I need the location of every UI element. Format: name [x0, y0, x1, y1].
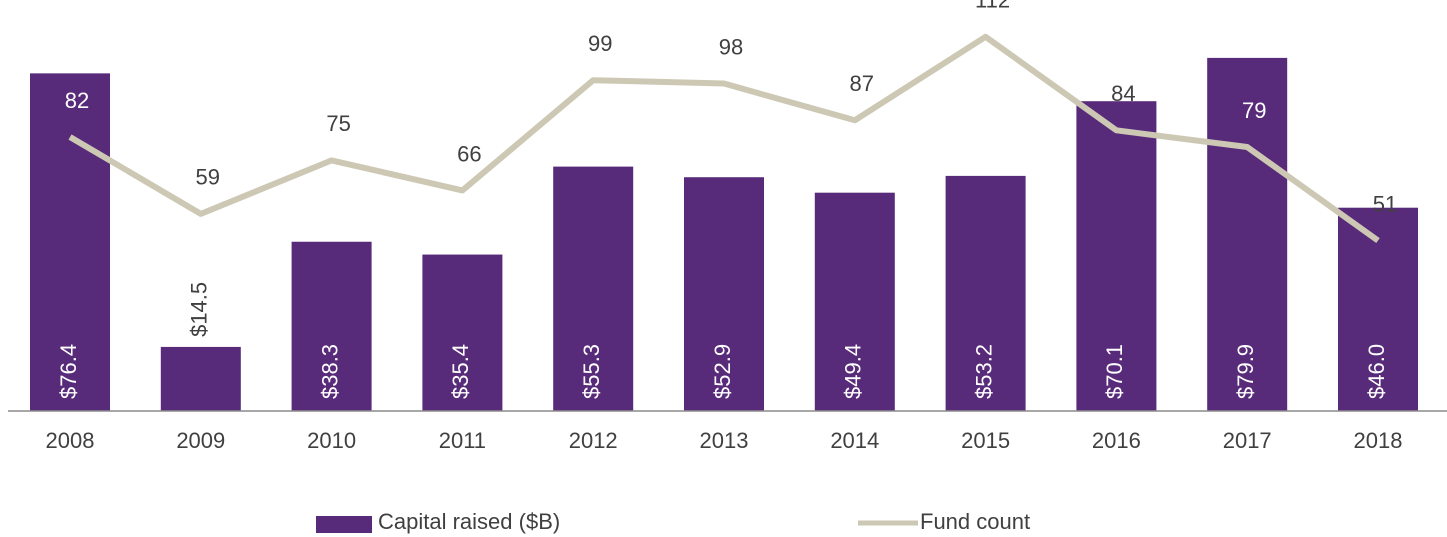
x-tick-label: 2010	[307, 428, 356, 453]
x-tick-label: 2012	[569, 428, 618, 453]
line-label: 66	[457, 141, 481, 166]
bar	[945, 175, 1026, 411]
bar	[1076, 101, 1157, 412]
line-label: 51	[1373, 191, 1397, 216]
bar-label: $49.4	[841, 344, 866, 399]
x-tick-label: 2014	[830, 428, 879, 453]
x-tick-label: 2015	[961, 428, 1010, 453]
bar	[160, 346, 241, 411]
x-tick-label: 2018	[1354, 428, 1403, 453]
bar-label: $70.1	[1102, 344, 1127, 399]
line-label: 75	[326, 111, 350, 136]
bar	[553, 166, 634, 411]
line-label: 98	[719, 34, 743, 59]
line-label: 59	[196, 165, 220, 190]
x-tick-label: 2016	[1092, 428, 1141, 453]
bar	[1338, 207, 1418, 411]
bar-label: $53.2	[971, 344, 996, 399]
line-label: 99	[588, 31, 612, 56]
bar-label: $76.4	[56, 344, 81, 399]
bar-label: $52.9	[710, 344, 735, 399]
x-tick-label: 2017	[1223, 428, 1272, 453]
legend-label: Capital raised ($B)	[378, 509, 560, 534]
bar	[291, 241, 372, 411]
bar-label: $38.3	[317, 344, 342, 399]
bar-label: $79.9	[1233, 344, 1258, 399]
line-label: 112	[975, 0, 1010, 13]
bar	[814, 192, 895, 411]
line-label: 84	[1111, 81, 1135, 106]
line	[68, 33, 1380, 244]
bar	[684, 177, 764, 411]
x-tick-label: 2008	[46, 428, 95, 453]
bar	[422, 254, 503, 411]
bar	[1207, 57, 1288, 411]
legend-label: Fund count	[920, 509, 1030, 534]
line-label: 82	[65, 88, 89, 113]
line-label: 79	[1242, 98, 1266, 123]
x-tick-label: 2009	[176, 428, 225, 453]
bar-label: $55.3	[579, 344, 604, 399]
bar-label: $46.0	[1364, 344, 1389, 399]
bar	[30, 73, 110, 411]
x-tick-label: 2013	[700, 428, 749, 453]
bar-label: $14.5	[187, 282, 212, 337]
legend-swatch	[316, 516, 372, 533]
line-label: 87	[850, 71, 874, 96]
bar-label: $35.4	[448, 344, 473, 399]
x-tick-label: 2011	[439, 428, 486, 453]
